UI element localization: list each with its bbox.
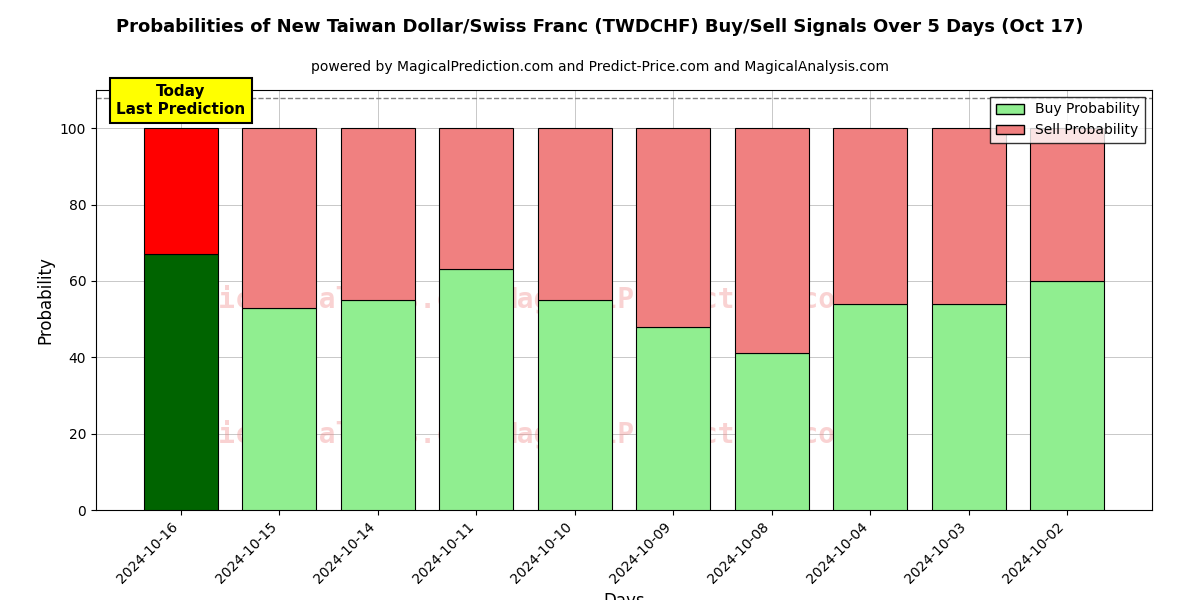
Bar [439, 128, 514, 269]
Text: MagicalAnalysis.com: MagicalAnalysis.com [169, 286, 487, 314]
Bar [1030, 281, 1104, 510]
Bar [931, 128, 1006, 304]
Bar [636, 128, 710, 327]
Text: Today
Last Prediction: Today Last Prediction [116, 85, 246, 117]
Bar [439, 269, 514, 510]
Bar [144, 128, 218, 254]
Bar [538, 300, 612, 510]
Bar [636, 327, 710, 510]
Bar [931, 304, 1006, 510]
Text: MagicalPrediction.com: MagicalPrediction.com [500, 286, 853, 314]
Bar [144, 254, 218, 510]
Text: MagicalPrediction.com: MagicalPrediction.com [500, 420, 853, 449]
Text: MagicalAnalysis.com: MagicalAnalysis.com [169, 420, 487, 449]
Y-axis label: Probability: Probability [36, 256, 54, 344]
Bar [734, 128, 809, 353]
Bar [833, 304, 907, 510]
Legend: Buy Probability, Sell Probability: Buy Probability, Sell Probability [990, 97, 1145, 143]
Text: Probabilities of New Taiwan Dollar/Swiss Franc (TWDCHF) Buy/Sell Signals Over 5 : Probabilities of New Taiwan Dollar/Swiss… [116, 18, 1084, 36]
Bar [341, 300, 415, 510]
Bar [242, 128, 317, 308]
Bar [1030, 128, 1104, 281]
Bar [341, 128, 415, 300]
Bar [734, 353, 809, 510]
Bar [833, 128, 907, 304]
Text: powered by MagicalPrediction.com and Predict-Price.com and MagicalAnalysis.com: powered by MagicalPrediction.com and Pre… [311, 60, 889, 74]
X-axis label: Days: Days [604, 592, 644, 600]
Bar [242, 308, 317, 510]
Bar [538, 128, 612, 300]
